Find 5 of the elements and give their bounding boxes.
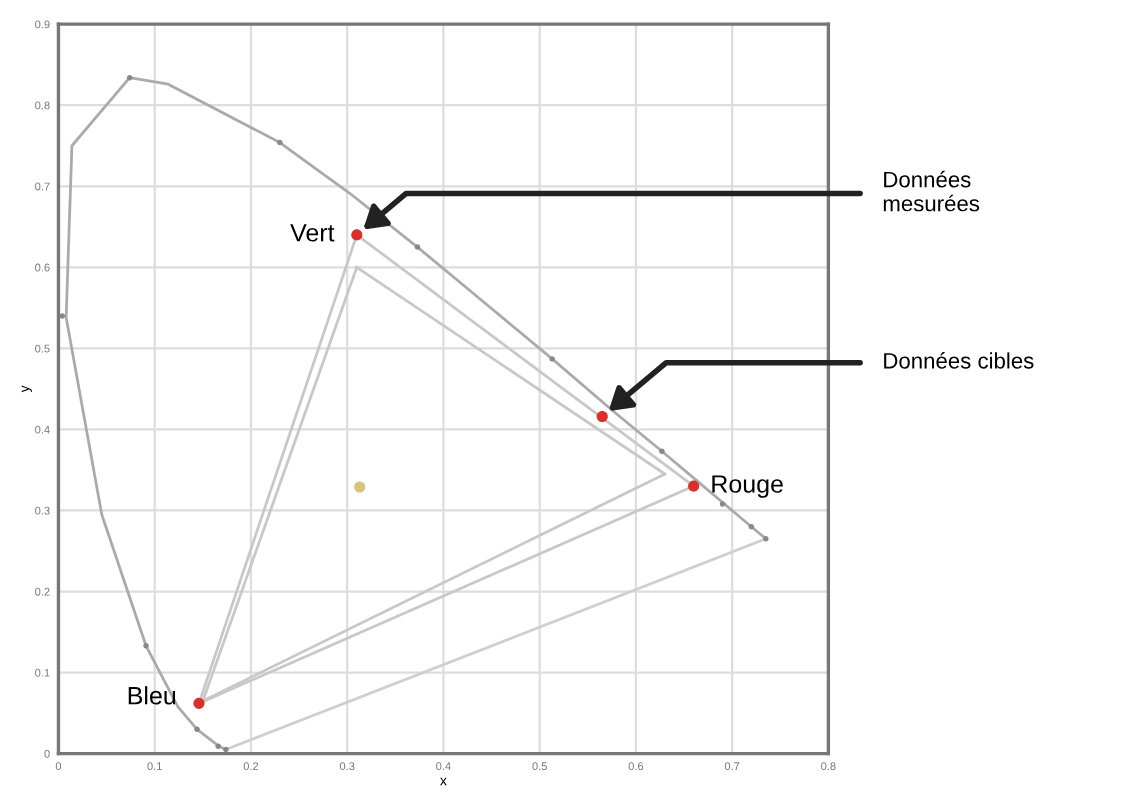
annotation: Rouge — [712, 475, 783, 498]
annotation: Bleu — [128, 686, 176, 705]
annotation: Vert — [290, 224, 335, 242]
annotation: Données cibles — [884, 352, 1034, 369]
annotation: Données mesurées — [883, 170, 980, 212]
